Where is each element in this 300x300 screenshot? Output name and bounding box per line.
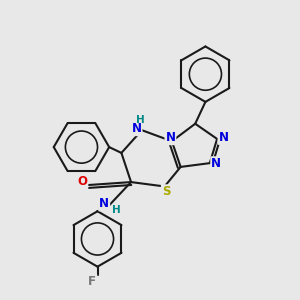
Text: N: N <box>132 122 142 135</box>
Text: H: H <box>136 115 145 125</box>
Text: S: S <box>162 185 170 198</box>
Text: N: N <box>165 131 176 144</box>
Text: N: N <box>99 197 109 211</box>
Text: N: N <box>211 157 221 170</box>
Text: O: O <box>77 175 87 188</box>
Text: H: H <box>112 205 120 215</box>
Text: F: F <box>88 275 96 288</box>
Text: N: N <box>218 131 229 144</box>
